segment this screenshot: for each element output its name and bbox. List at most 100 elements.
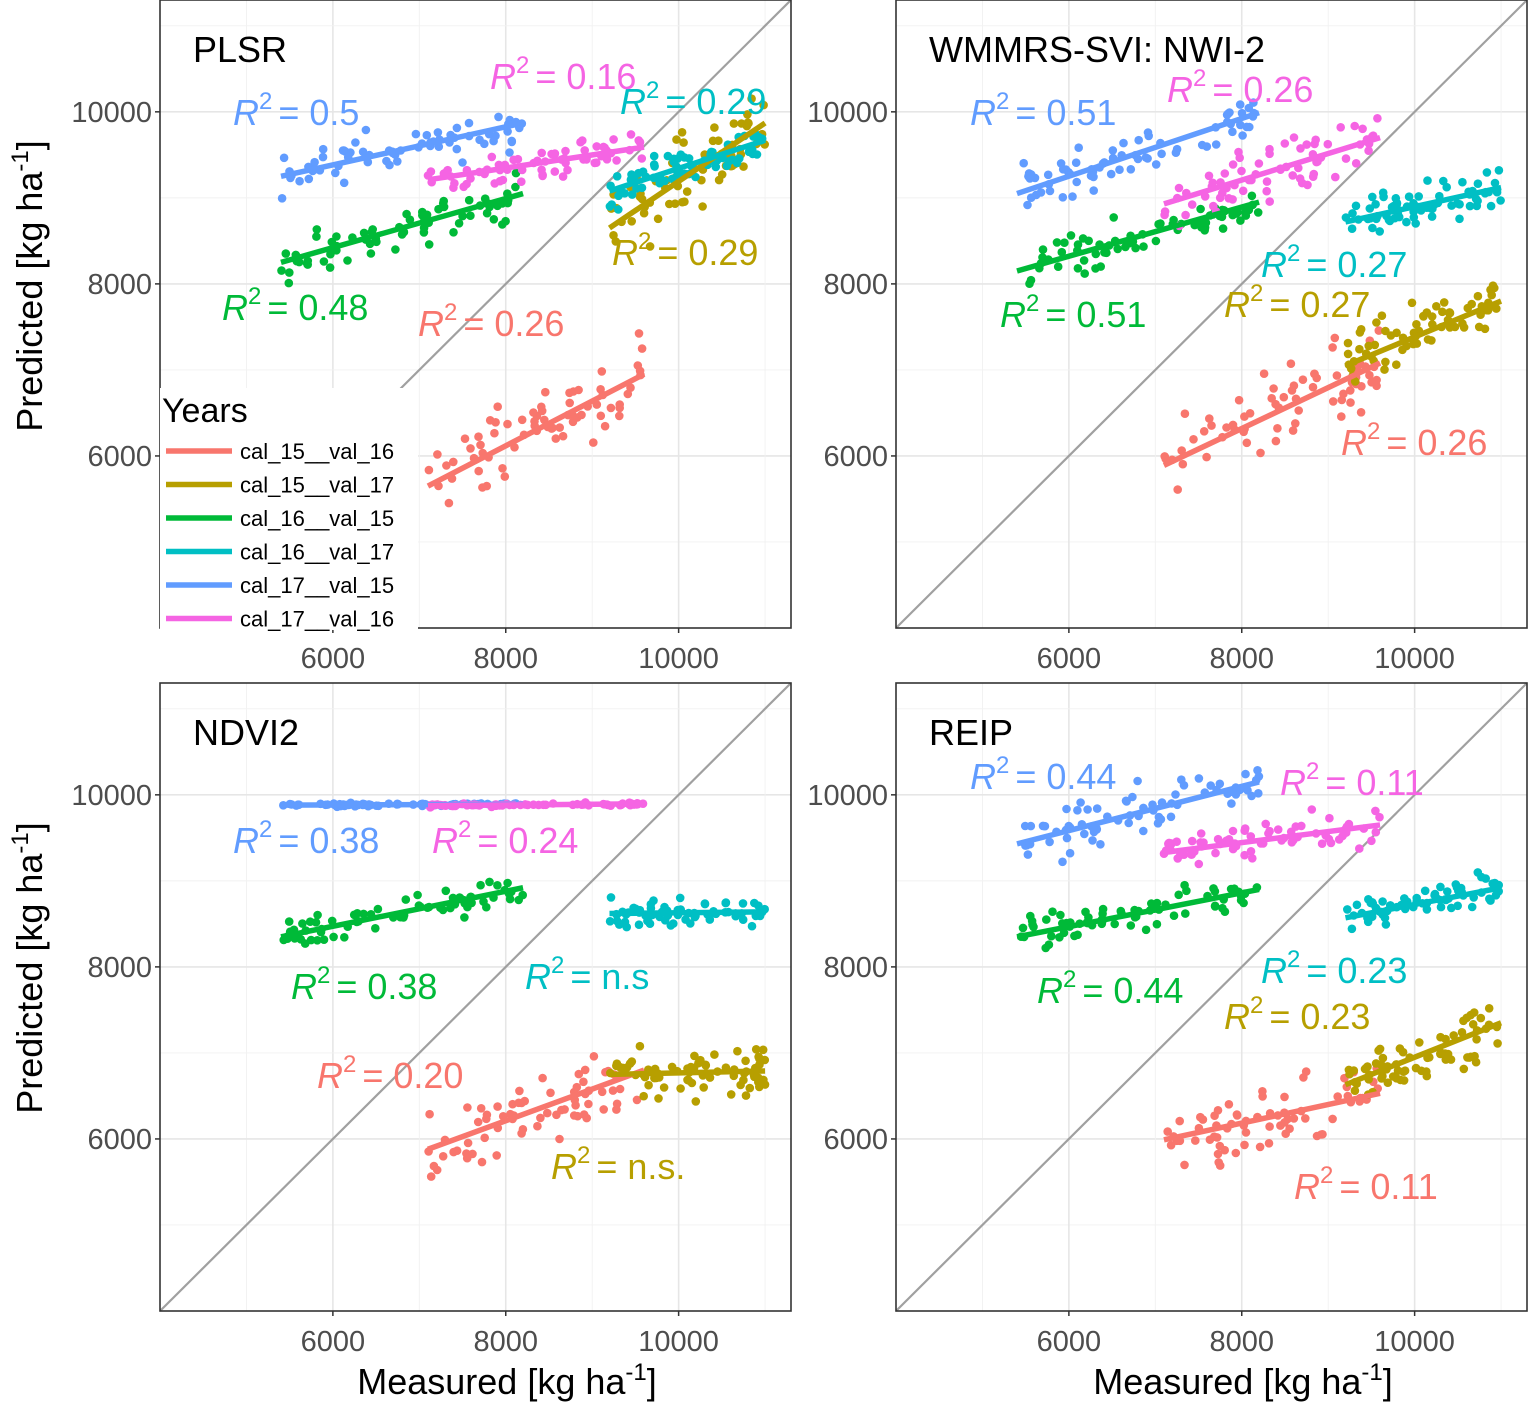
fit-line-cal_15__val_16 xyxy=(426,371,646,489)
data-point-cal_17__val_16 xyxy=(1240,826,1249,835)
data-point-cal_16__val_17 xyxy=(1430,889,1440,899)
data-point-cal_15__val_17 xyxy=(1356,325,1366,334)
y-tick-label: 6000 xyxy=(823,441,888,473)
data-point-cal_16__val_15 xyxy=(1081,907,1090,917)
data-point-cal_16__val_15 xyxy=(313,910,322,920)
x-tick-label: 8000 xyxy=(1209,1326,1274,1358)
data-point-cal_17__val_15 xyxy=(433,128,443,137)
data-point-cal_15__val_17 xyxy=(1355,344,1364,354)
gridlines xyxy=(160,683,791,1311)
data-point-cal_16__val_15 xyxy=(1073,240,1083,249)
data-point-cal_17__val_16 xyxy=(637,154,647,163)
data-point-cal_17__val_15 xyxy=(361,125,371,135)
data-point-cal_16__val_17 xyxy=(614,205,623,214)
data-point-cal_15__val_16 xyxy=(596,411,606,421)
data-point-cal_17__val_15 xyxy=(1045,837,1054,847)
data-point-cal_16__val_15 xyxy=(503,878,512,888)
data-point-cal_15__val_16 xyxy=(1265,1122,1274,1131)
data-point-cal_15__val_17 xyxy=(1398,1047,1408,1057)
fit-line-cal_15__val_17 xyxy=(609,1068,766,1078)
r2-label-cal_17__val_15: R2 = 0.44 xyxy=(970,752,1116,797)
fit-line-cal_16__val_17 xyxy=(608,137,766,194)
data-point-cal_15__val_17 xyxy=(743,118,753,127)
data-point-cal_16__val_15 xyxy=(460,913,469,922)
data-point-cal_17__val_15 xyxy=(1235,100,1245,109)
data-point-cal_17__val_15 xyxy=(1133,776,1142,786)
r2-label-cal_16__val_15: R2 = 0.38 xyxy=(291,962,437,1007)
data-point-cal_15__val_17 xyxy=(612,1061,621,1071)
data-point-cal_15__val_16 xyxy=(608,1086,618,1095)
data-point-cal_16__val_15 xyxy=(1110,919,1119,929)
data-point-cal_16__val_15 xyxy=(1139,242,1148,251)
data-point-cal_16__val_17 xyxy=(675,893,685,903)
fit-line-cal_17__val_16 xyxy=(427,801,645,809)
data-point-cal_17__val_16 xyxy=(1302,140,1311,149)
data-point-cal_16__val_17 xyxy=(684,154,694,163)
data-point-cal_15__val_16 xyxy=(490,428,499,438)
data-point-cal_16__val_15 xyxy=(296,935,306,944)
r2-label-cal_16__val_15: R2 = 0.48 xyxy=(222,283,368,328)
legend-label: cal_17__val_15 xyxy=(240,573,394,598)
data-point-cal_17__val_16 xyxy=(580,146,589,155)
data-point-cal_17__val_16 xyxy=(1371,806,1380,816)
data-point-cal_17__val_15 xyxy=(1023,850,1033,859)
data-point-cal_16__val_15 xyxy=(302,259,312,268)
data-point-cal_15__val_17 xyxy=(1457,1028,1467,1037)
data-point-cal_15__val_16 xyxy=(444,498,454,508)
data-point-cal_15__val_16 xyxy=(600,421,610,431)
data-point-cal_15__val_17 xyxy=(653,214,663,224)
data-point-cal_15__val_16 xyxy=(517,1098,526,1108)
data-point-cal_15__val_16 xyxy=(558,431,568,441)
data-point-cal_15__val_16 xyxy=(1273,424,1282,433)
data-point-cal_17__val_16 xyxy=(1358,124,1367,134)
data-point-cal_17__val_15 xyxy=(1056,159,1066,168)
data-point-cal_16__val_15 xyxy=(312,225,322,234)
data-point-cal_16__val_15 xyxy=(1218,224,1228,233)
data-point-cal_16__val_17 xyxy=(1422,905,1432,914)
fit-line-cal_17__val_15 xyxy=(280,120,524,180)
data-point-cal_15__val_16 xyxy=(634,329,644,338)
data-point-cal_16__val_15 xyxy=(1018,923,1028,933)
data-point-cal_17__val_16 xyxy=(1215,193,1225,203)
data-point-cal_15__val_16 xyxy=(442,461,451,470)
data-point-cal_17__val_16 xyxy=(602,155,612,164)
data-point-cal_15__val_17 xyxy=(758,1045,768,1055)
data-point-cal_16__val_17 xyxy=(1365,204,1375,213)
data-point-cal_16__val_17 xyxy=(738,915,748,924)
data-point-cal_15__val_17 xyxy=(654,1094,663,1103)
data-point-cal_15__val_17 xyxy=(1468,1020,1478,1029)
data-point-cal_16__val_15 xyxy=(1060,238,1069,247)
legend-label: cal_16__val_15 xyxy=(240,506,394,531)
data-point-cal_16__val_15 xyxy=(1220,907,1230,916)
data-point-cal_15__val_16 xyxy=(589,1052,599,1061)
data-point-cal_15__val_17 xyxy=(741,1091,751,1100)
data-point-cal_16__val_17 xyxy=(744,147,754,157)
data-point-cal_15__val_16 xyxy=(1240,1140,1249,1150)
data-point-cal_17__val_15 xyxy=(277,194,287,203)
data-point-cal_16__val_17 xyxy=(1467,902,1477,912)
panel-title: REIP xyxy=(929,712,1013,753)
data-point-cal_16__val_15 xyxy=(1154,219,1163,229)
data-point-cal_15__val_16 xyxy=(543,1108,552,1118)
data-point-cal_15__val_16 xyxy=(477,1157,487,1167)
data-point-cal_16__val_17 xyxy=(1423,176,1432,185)
y-tick-label: 10000 xyxy=(807,97,888,129)
data-point-cal_16__val_17 xyxy=(1378,897,1387,906)
x-tick-label: 6000 xyxy=(301,1326,366,1358)
data-point-cal_15__val_16 xyxy=(1337,412,1346,421)
data-point-cal_15__val_16 xyxy=(1333,1092,1342,1101)
data-point-cal_16__val_17 xyxy=(622,922,631,932)
data-point-cal_15__val_16 xyxy=(569,1111,579,1120)
data-point-cal_17__val_16 xyxy=(1331,172,1340,182)
data-point-cal_17__val_16 xyxy=(634,136,643,145)
x-tick-label: 10000 xyxy=(1374,643,1455,675)
data-point-cal_15__val_16 xyxy=(493,402,503,412)
data-point-cal_16__val_17 xyxy=(612,172,622,181)
data-point-cal_16__val_17 xyxy=(615,920,624,929)
data-point-cal_16__val_15 xyxy=(326,249,335,259)
data-point-cal_15__val_16 xyxy=(1289,1114,1299,1123)
fit-line-cal_17__val_15 xyxy=(1016,110,1260,197)
data-point-cal_16__val_17 xyxy=(646,900,656,909)
data-point-cal_15__val_16 xyxy=(599,1105,608,1114)
data-point-cal_15__val_16 xyxy=(1269,384,1278,393)
